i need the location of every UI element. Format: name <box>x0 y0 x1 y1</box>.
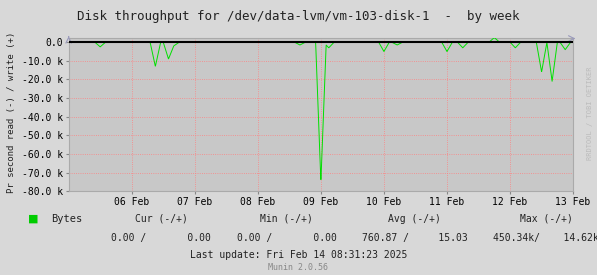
Text: Disk throughput for /dev/data-lvm/vm-103-disk-1  -  by week: Disk throughput for /dev/data-lvm/vm-103… <box>77 10 520 23</box>
Text: Avg (-/+): Avg (-/+) <box>389 214 441 224</box>
Text: 760.87 /     15.03: 760.87 / 15.03 <box>362 233 468 243</box>
Text: 0.00 /       0.00: 0.00 / 0.00 <box>236 233 337 243</box>
Text: RRDTOOL / TOBI OETIKER: RRDTOOL / TOBI OETIKER <box>587 66 593 160</box>
Text: Munin 2.0.56: Munin 2.0.56 <box>269 263 328 272</box>
Text: Min (-/+): Min (-/+) <box>260 214 313 224</box>
Text: Bytes: Bytes <box>51 214 82 224</box>
Text: ■: ■ <box>27 214 38 224</box>
Text: 450.34k/    14.62k: 450.34k/ 14.62k <box>493 233 597 243</box>
Text: Cur (-/+): Cur (-/+) <box>135 214 187 224</box>
Text: 0.00 /       0.00: 0.00 / 0.00 <box>111 233 211 243</box>
Text: Last update: Fri Feb 14 08:31:23 2025: Last update: Fri Feb 14 08:31:23 2025 <box>190 250 407 260</box>
Text: Pr second read (-) / write (+): Pr second read (-) / write (+) <box>7 32 16 193</box>
Text: Max (-/+): Max (-/+) <box>520 214 573 224</box>
